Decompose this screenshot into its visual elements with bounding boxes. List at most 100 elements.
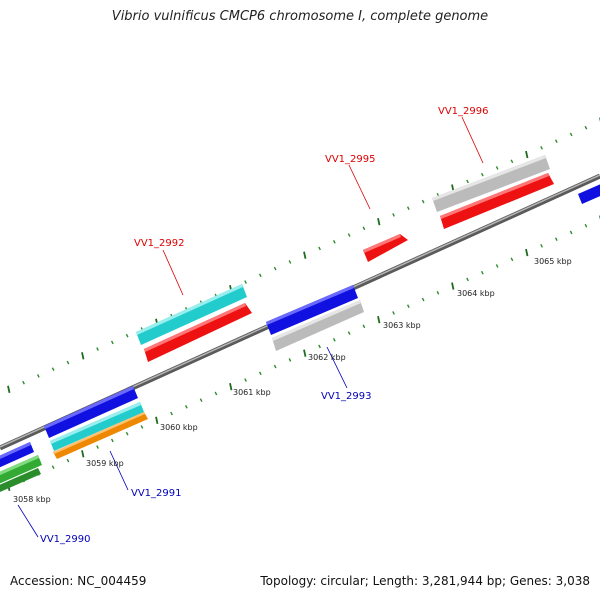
gene-feature-green-1[interactable]: [0, 455, 42, 486]
ruler-tick-label: 3058 kbp: [13, 495, 51, 504]
gene-feature-red-3[interactable]: [440, 173, 554, 229]
gene-feature-blue-4[interactable]: [578, 180, 600, 204]
major-tick: [7, 385, 11, 394]
gene-feature-blue-2[interactable]: [44, 386, 138, 438]
minor-tick: [421, 199, 425, 204]
minor-tick: [96, 347, 99, 351]
major-tick: [229, 383, 233, 391]
minor-tick: [480, 270, 484, 275]
inner-tick-row: [7, 215, 600, 492]
gene-feature-green-2[interactable]: [0, 468, 41, 495]
minor-tick: [288, 260, 292, 264]
ruler-tick-label: 3059 kbp: [86, 459, 124, 468]
gene-labels: VV1_2990 VV1_2991 VV1_2992 VV1_2993 VV1_…: [40, 106, 489, 545]
minor-tick: [510, 159, 514, 164]
minor-tick: [318, 344, 321, 349]
gene-feature-gray-1[interactable]: [272, 300, 364, 351]
minor-tick: [170, 411, 173, 416]
minor-tick: [495, 264, 499, 268]
gene-label-vv1-2990[interactable]: VV1_2990: [40, 534, 91, 545]
gene-feature-cyan-2[interactable]: [136, 284, 247, 345]
minor-tick: [140, 425, 144, 429]
ruler-tick-label: 3065 kbp: [534, 257, 572, 266]
minor-tick: [347, 233, 351, 237]
minor-tick: [406, 304, 410, 309]
major-tick: [81, 450, 85, 458]
ruler-labels: 3058 kbp 3059 kbp 3060 kbp 3061 kbp 3062…: [13, 257, 572, 504]
minor-tick: [273, 364, 277, 369]
major-tick: [451, 282, 455, 290]
minor-tick: [36, 374, 40, 378]
major-tick: [303, 251, 307, 259]
minor-tick: [244, 280, 247, 284]
minor-tick: [273, 266, 277, 271]
minor-tick: [199, 398, 203, 402]
major-tick: [377, 315, 381, 324]
gene-feature-orange-1[interactable]: [53, 412, 148, 459]
minor-tick: [466, 179, 469, 184]
ruler-tick-label: 3060 kbp: [160, 423, 198, 432]
minor-tick: [332, 337, 336, 342]
minor-tick: [510, 257, 514, 262]
minor-tick: [554, 139, 558, 143]
gene-label-vv1-2991[interactable]: VV1_2991: [131, 488, 182, 499]
major-tick: [377, 217, 381, 226]
minor-tick: [569, 230, 573, 235]
minor-tick: [258, 273, 262, 278]
minor-tick: [392, 311, 395, 315]
minor-tick: [318, 246, 321, 251]
accession-text: Accession: NC_004459: [10, 574, 147, 588]
minor-tick: [392, 213, 395, 217]
map-title: Vibrio vulnificus CMCP6 chromosome I, co…: [111, 9, 489, 24]
summary-text: Topology: circular; Length: 3,281,944 bp…: [260, 574, 590, 588]
gene-feature-red-2[interactable]: [363, 234, 408, 262]
gene-label-vv1-2995[interactable]: VV1_2995: [325, 154, 376, 165]
minor-tick: [362, 226, 366, 231]
minor-tick: [51, 367, 55, 372]
gene-label-vv1-2996[interactable]: VV1_2996: [438, 106, 489, 117]
minor-tick: [125, 431, 129, 436]
minor-tick: [110, 340, 114, 345]
gene-label-vv1-2992[interactable]: VV1_2992: [134, 238, 185, 249]
minor-tick: [436, 290, 440, 295]
gene-label-vv1-2993[interactable]: VV1_2993: [321, 391, 372, 402]
minor-tick: [110, 438, 114, 443]
minor-tick: [554, 237, 558, 241]
minor-tick: [362, 324, 366, 329]
minor-tick: [466, 277, 469, 282]
minor-tick: [406, 206, 410, 211]
ruler-tick-label: 3061 kbp: [233, 388, 271, 397]
minor-tick: [347, 331, 351, 335]
minor-tick: [96, 445, 99, 449]
minor-tick: [125, 333, 129, 338]
minor-tick: [288, 358, 292, 362]
minor-tick: [540, 146, 543, 150]
minor-tick: [184, 405, 188, 409]
minor-tick: [540, 244, 543, 248]
gene-feature-blue-3[interactable]: [266, 285, 358, 335]
minor-tick: [51, 465, 55, 470]
minor-tick: [258, 371, 262, 376]
minor-tick: [66, 458, 70, 463]
major-tick: [525, 150, 529, 159]
gene-feature-red-1[interactable]: [144, 303, 252, 362]
major-tick: [303, 349, 307, 357]
minor-tick: [66, 360, 70, 365]
ruler-tick-label: 3064 kbp: [457, 289, 495, 298]
major-tick: [155, 416, 159, 424]
gene-feature-gray-2[interactable]: [432, 155, 550, 212]
minor-tick: [495, 166, 499, 170]
minor-tick: [214, 391, 218, 396]
minor-tick: [569, 132, 573, 137]
gene-feature-cyan-1[interactable]: [50, 402, 144, 451]
minor-tick: [22, 380, 25, 385]
minor-tick: [584, 223, 588, 228]
minor-tick: [584, 125, 588, 130]
gene-features: [0, 155, 600, 495]
gene-feature-blue-1[interactable]: [0, 442, 34, 470]
minor-tick: [332, 239, 336, 244]
major-tick: [81, 352, 85, 360]
ruler-tick-label: 3062 kbp: [308, 353, 346, 362]
